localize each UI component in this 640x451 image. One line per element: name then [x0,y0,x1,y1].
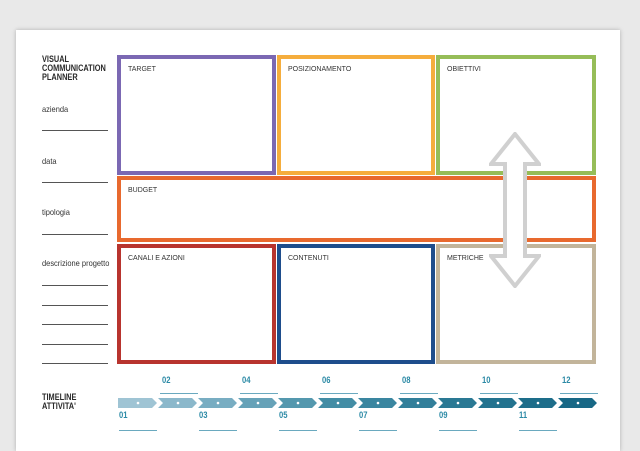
timeline-chevron-11 [518,398,557,408]
field-line-azienda[interactable] [42,130,108,131]
timeline-month-10: 10 [482,375,491,385]
field-line-descrizione-1[interactable] [42,285,108,286]
timeline-line-02[interactable] [160,393,198,394]
timeline-chevron-10 [478,398,517,408]
timeline-chevron-2 [158,398,197,408]
canali-label: CANALI E AZIONI [128,255,185,262]
timeline-title-line-2: ATTIVITA' [42,401,76,411]
timeline-month-04: 04 [242,375,251,385]
contenuti-label: CONTENUTI [288,255,329,262]
timeline-chevron-7 [358,398,397,408]
field-label-data: data [42,156,57,166]
timeline-line-04[interactable] [240,393,278,394]
timeline-line-06[interactable] [320,393,358,394]
timeline-chevron-4 [238,398,277,408]
timeline-month-03: 03 [199,410,208,420]
timeline-line-11[interactable] [519,430,557,431]
posizionamento-label: POSIZIONAMENTO [288,66,352,73]
title-line-1: VISUAL [42,54,70,64]
target-box[interactable]: TARGET [117,55,276,175]
obiettivi-label: OBIETTIVI [447,66,481,73]
target-label: TARGET [128,66,156,73]
canali-box[interactable]: CANALI E AZIONI [117,244,276,364]
timeline-month-01: 01 [119,410,128,420]
timeline-chevron-3 [198,398,237,408]
field-label-descrizione: descrizione progetto [42,258,110,268]
field-line-data[interactable] [42,182,108,183]
timeline-month-12: 12 [562,375,571,385]
timeline-month-08: 08 [402,375,411,385]
timeline-line-07[interactable] [359,430,397,431]
timeline-chevron-6 [318,398,357,408]
timeline-line-03[interactable] [199,430,237,431]
timeline-month-11: 11 [519,410,528,420]
timeline-chevron-12 [558,398,597,408]
timeline-month-09: 09 [439,410,448,420]
timeline-line-05[interactable] [279,430,317,431]
timeline-chevron-1 [118,398,157,408]
budget-label: BUDGET [128,187,158,194]
timeline-month-02: 02 [162,375,171,385]
timeline-line-01[interactable] [119,430,157,431]
title-line-2: COMMUNICATION [42,63,106,73]
field-line-descrizione-5[interactable] [42,363,108,364]
timeline-chevron-5 [278,398,317,408]
double-arrow-icon [489,132,541,288]
timeline-title: TIMELINE ATTIVITA' [42,393,76,411]
field-label-tipologia: tipologia [42,207,70,217]
timeline-month-06: 06 [322,375,331,385]
timeline-line-10[interactable] [480,393,518,394]
planner-title: VISUAL COMMUNICATION PLANNER [42,55,108,82]
contenuti-box[interactable]: CONTENUTI [277,244,435,364]
timeline-line-12[interactable] [560,393,598,394]
timeline-chevron-8 [398,398,437,408]
field-line-descrizione-4[interactable] [42,344,108,345]
timeline-chevron-9 [438,398,477,408]
timeline-line-08[interactable] [400,393,438,394]
field-line-tipologia[interactable] [42,234,108,235]
timeline-month-07: 07 [359,410,368,420]
title-line-3: PLANNER [42,72,78,82]
posizionamento-box[interactable]: POSIZIONAMENTO [277,55,435,175]
field-label-azienda: azienda [42,104,69,114]
field-line-descrizione-2[interactable] [42,305,108,306]
metriche-label: METRICHE [447,255,484,262]
timeline-month-05: 05 [279,410,288,420]
timeline-line-09[interactable] [439,430,477,431]
field-line-descrizione-3[interactable] [42,324,108,325]
timeline-title-line-1: TIMELINE [42,392,77,402]
